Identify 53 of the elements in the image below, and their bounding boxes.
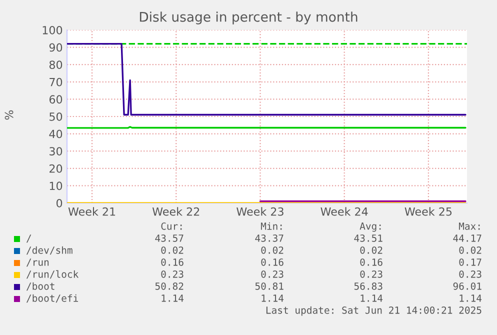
text: 96.01 — [453, 282, 482, 290]
text: 0.16 — [161, 258, 184, 266]
text: 56.83 — [354, 282, 382, 290]
text: 0.02 — [161, 246, 184, 254]
text: 0.23 — [360, 270, 382, 278]
y-tick-label: 30 — [50, 147, 62, 156]
legend-label: /boot — [26, 282, 54, 291]
text: 43.37 — [255, 234, 284, 242]
x-tick-label: Week 21 — [68, 207, 116, 216]
x-tick-label: Week 24 — [320, 207, 368, 216]
y-tick-label: 50 — [50, 112, 62, 121]
text: 1.14 — [162, 294, 184, 302]
text: Max: — [458, 222, 480, 230]
y-tick-label: 20 — [50, 164, 62, 173]
text: 1.14 — [262, 294, 284, 302]
x-tick-label: Week 23 — [236, 207, 284, 216]
text: Min: — [260, 222, 282, 230]
text: 0.02 — [459, 246, 482, 254]
y-tick-label: 60 — [49, 95, 62, 104]
y-tick-label: 100 — [42, 26, 62, 34]
text: 44.17 — [453, 234, 482, 242]
y-tick-label: 80 — [49, 60, 62, 69]
text: 0.23 — [261, 270, 284, 278]
y-tick-label: 70 — [50, 78, 62, 86]
text: 43.51 — [354, 234, 382, 242]
x-tick-label: Week 22 — [152, 207, 200, 216]
text: 0.23 — [161, 270, 184, 278]
y-tick-label: 90 — [49, 43, 62, 52]
legend-label: /run/lock — [26, 270, 79, 279]
text: 1.14 — [460, 294, 482, 302]
text: 50.81 — [255, 282, 284, 290]
legend-label: /boot/efi — [26, 294, 78, 303]
text: 0.17 — [459, 258, 482, 266]
legend-label: / — [26, 234, 32, 243]
text: Cur: — [161, 222, 182, 230]
text: 1.14 — [360, 294, 383, 302]
y-tick-label: 40 — [49, 130, 62, 138]
text: Avg: — [360, 222, 381, 232]
y-tick-label: 10 — [50, 182, 62, 190]
x-tick-label: Week 25 — [404, 207, 452, 216]
text: Last update: Sat Jun 21 14:00:21 2025 — [266, 306, 482, 316]
text: 50.82 — [155, 282, 184, 290]
text: 0.02 — [261, 246, 284, 254]
y-axis-title: % — [4, 110, 14, 120]
text: 0.16 — [360, 258, 382, 266]
text: 43.57 — [155, 234, 184, 242]
text: 0.02 — [360, 246, 382, 254]
y-tick-label: 0 — [56, 198, 62, 208]
text: 0.16 — [261, 258, 284, 266]
text: 0.23 — [459, 270, 482, 278]
legend-label: /dev/shm — [26, 246, 72, 255]
chart-title: Disk usage in percent - by month — [140, 12, 358, 24]
legend-label: /run — [26, 258, 49, 267]
